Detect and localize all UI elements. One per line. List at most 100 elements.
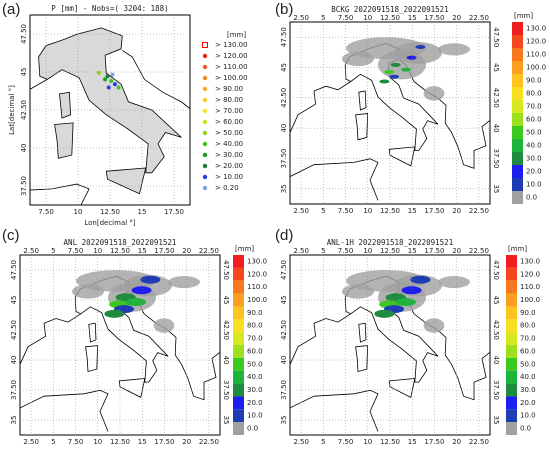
precip-area: [72, 284, 104, 299]
colorbar-label: 110.0: [520, 283, 540, 291]
colorbar-label: 50.0: [526, 129, 542, 137]
x-tick-label: 5: [321, 207, 325, 215]
legend-swatch: [202, 174, 208, 180]
x-tick-label-top: 2.50: [293, 14, 309, 22]
precip-core: [131, 286, 152, 295]
y-tick-label: 35: [10, 416, 18, 425]
x-tick-label: 15: [408, 438, 417, 446]
colorbar-label: 20.0: [247, 399, 263, 407]
coastline: [290, 81, 352, 133]
x-tick-label: 15: [138, 438, 147, 446]
x-tick-label-top: 12.50: [380, 247, 400, 255]
coastline: [20, 389, 109, 432]
land: [355, 113, 369, 141]
colorbar-cell: [512, 61, 523, 74]
colorbar-label: 120.0: [247, 270, 267, 278]
x-tick-label-top: 12.50: [110, 247, 130, 255]
legend-entry: > 110.00: [215, 63, 248, 71]
station: [106, 85, 111, 90]
legend-entry: > 40.00: [215, 140, 243, 148]
land: [388, 378, 416, 398]
x-tick-label-top: 17.50: [424, 14, 444, 22]
x-tick-label-top: 15: [408, 14, 417, 22]
x-tick-label-top: 5: [321, 247, 325, 255]
coastline: [290, 313, 352, 365]
legend-entry: > 70.00: [215, 107, 243, 115]
x-tick-label: 2.50: [23, 438, 39, 446]
precip-core: [410, 275, 431, 284]
x-tick-label: 5: [321, 438, 325, 446]
colorbar-label: 10.0: [247, 412, 263, 420]
precip-core: [384, 69, 395, 74]
panel-title: ANL-1H 2022091518_2022091521: [327, 238, 453, 247]
x-tick-label: 17.50: [154, 438, 174, 446]
precip-area: [342, 284, 374, 299]
coastline: [30, 183, 90, 205]
land: [355, 345, 369, 373]
colorbar-label: 110.0: [247, 283, 267, 291]
colorbar-cell: [512, 191, 523, 204]
precip-core: [374, 309, 395, 318]
land: [118, 378, 146, 398]
x-tick-label-top: 7.50: [68, 247, 84, 255]
legend-entry: > 80.00: [215, 96, 243, 104]
map: [290, 37, 490, 201]
colorbar-cell: [233, 383, 244, 397]
coastline: [20, 313, 82, 365]
colorbar-label: 50.0: [520, 360, 536, 368]
coastline: [290, 158, 379, 201]
x-tick-label: 10: [74, 208, 83, 216]
x-tick-label-top: 20: [452, 247, 461, 255]
x-tick-label-top: 7.50: [338, 247, 354, 255]
x-tick-label: 7.50: [68, 438, 84, 446]
y-tick-label-right: 37.50: [492, 148, 500, 168]
y-tick-label-right: 35: [492, 416, 500, 425]
colorbar-cell: [233, 396, 244, 410]
colorbar-unit: [mm]: [235, 245, 254, 253]
precip-core: [396, 298, 416, 307]
colorbar-label: 20.0: [520, 399, 536, 407]
legend-swatch: [202, 97, 208, 103]
legend-entry: > 0.20: [215, 184, 239, 192]
panel-title: BCKG 2022091518_2022091521: [331, 5, 448, 14]
x-tick-label-top: 20: [182, 247, 191, 255]
colorbar-label: 120.0: [520, 270, 540, 278]
precip-core: [415, 44, 426, 49]
x-tick-label: 22.50: [469, 207, 489, 215]
land: [388, 146, 416, 167]
panel-title: ANL 2022091518_2022091521: [64, 238, 177, 247]
land: [88, 322, 97, 343]
y-tick-label-right: 37.50: [222, 380, 230, 400]
colorbar-cell: [233, 319, 244, 333]
colorbar-label: 100.0: [247, 296, 267, 304]
colorbar-label: 80.0: [526, 90, 542, 98]
x-tick-label: 22.50: [199, 438, 219, 446]
colorbar-cell: [233, 332, 244, 345]
colorbar-cell: [233, 345, 244, 358]
colorbar-cell: [233, 306, 244, 320]
land: [85, 345, 99, 373]
colorbar-cell: [506, 345, 517, 358]
x-tick-label-top: 7.50: [338, 14, 354, 22]
colorbar-unit: [mm]: [508, 245, 527, 253]
colorbar-label: 130.0: [247, 257, 267, 265]
x-tick-label-top: 2.50: [23, 247, 39, 255]
colorbar-label: 110.0: [526, 51, 546, 59]
colorbar-label: 60.0: [247, 347, 263, 355]
precip-area: [153, 318, 175, 333]
y-tick-label: 37.50: [10, 380, 18, 400]
legend-swatch: [202, 64, 208, 70]
x-tick-label: 10: [363, 438, 372, 446]
colorbar-label: 30.0: [526, 155, 542, 163]
y-tick-label: 35: [280, 184, 288, 193]
colorbar-unit: [mm]: [514, 12, 533, 20]
colorbar-label: 100.0: [526, 64, 546, 72]
colorbar-label: 60.0: [520, 347, 536, 355]
colorbar-cell: [233, 422, 244, 435]
y-tick-label: 45: [280, 296, 288, 305]
colorbar-label: 80.0: [247, 322, 263, 330]
colorbar-cell: [506, 319, 517, 333]
panel-label: (a): [2, 1, 20, 18]
colorbar-cell: [233, 293, 244, 307]
x-tick-label-top: 17.50: [154, 247, 174, 255]
